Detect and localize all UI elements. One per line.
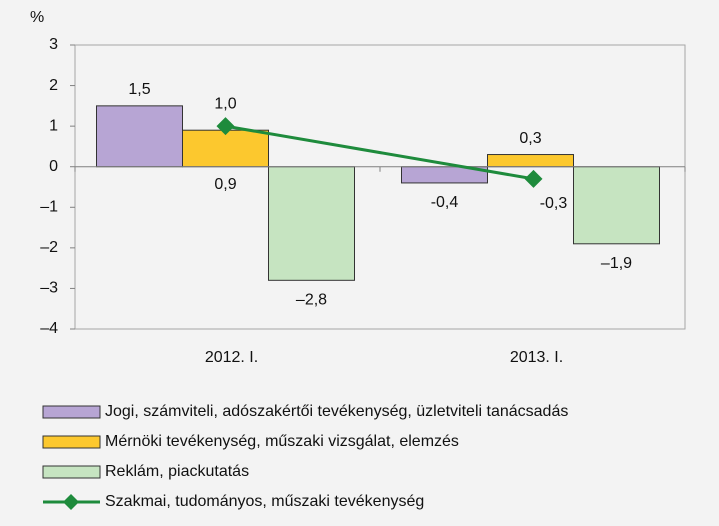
line-marker [216,117,235,136]
line [225,124,534,181]
data-label: 0,3 [519,130,541,147]
legend-swatch [42,435,101,449]
y-tick-label: 2 [49,77,58,94]
data-label: -0,3 [540,195,568,212]
bar [268,166,355,281]
bar [573,166,660,245]
y-tick-label: 0 [49,158,58,175]
x-tick-label: 2013. I. [510,349,563,366]
legend-swatch [42,405,101,419]
plot-frame [74,44,686,330]
legend-label: Jogi, számviteli, adószakértői tevékenys… [105,403,568,420]
legend-label: Szakmai, tudományos, műszaki tevékenység [105,493,424,510]
y-tick-label: –2 [40,239,58,256]
data-label: 1,5 [128,81,150,98]
data-label: 1,0 [214,95,236,112]
y-axis-label: % [30,9,44,26]
bar [182,129,269,168]
x-tick-label: 2012. I. [205,349,258,366]
legend-label: Mérnöki tevékenység, műszaki vizsgálat, … [105,433,459,450]
y-tick-label: 3 [49,36,58,53]
y-tick-label: –1 [40,199,58,216]
bar [487,154,574,168]
y-tick-label: 1 [49,117,58,134]
line-marker [524,169,543,188]
legend-swatch [42,465,101,479]
data-label: -0,4 [431,194,459,211]
y-tick-label: –3 [40,280,58,297]
data-label: 0,9 [214,176,236,193]
data-label: –2,8 [296,292,327,309]
legend-label: Reklám, piackutatás [105,463,249,480]
legend-marker [63,494,79,510]
bar [96,105,183,168]
y-tick-label: –4 [40,320,58,337]
data-label: –1,9 [601,255,632,272]
